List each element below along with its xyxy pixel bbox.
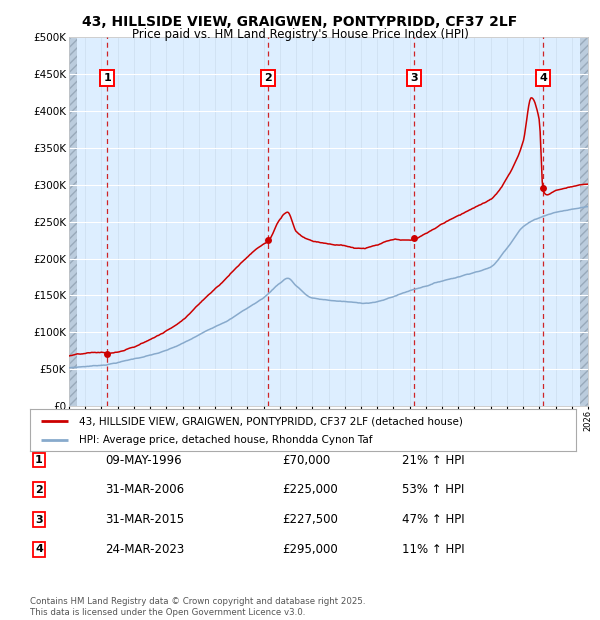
Text: Contains HM Land Registry data © Crown copyright and database right 2025.
This d: Contains HM Land Registry data © Crown c… bbox=[30, 598, 365, 617]
Text: 43, HILLSIDE VIEW, GRAIGWEN, PONTYPRIDD, CF37 2LF: 43, HILLSIDE VIEW, GRAIGWEN, PONTYPRIDD,… bbox=[82, 16, 518, 30]
Text: HPI: Average price, detached house, Rhondda Cynon Taf: HPI: Average price, detached house, Rhon… bbox=[79, 435, 373, 445]
Text: £295,000: £295,000 bbox=[282, 543, 338, 556]
Text: 43, HILLSIDE VIEW, GRAIGWEN, PONTYPRIDD, CF37 2LF (detached house): 43, HILLSIDE VIEW, GRAIGWEN, PONTYPRIDD,… bbox=[79, 416, 463, 426]
Text: 1: 1 bbox=[35, 455, 43, 465]
Text: 09-MAY-1996: 09-MAY-1996 bbox=[105, 454, 182, 466]
Text: 4: 4 bbox=[539, 73, 547, 83]
Text: 31-MAR-2015: 31-MAR-2015 bbox=[105, 513, 184, 526]
Text: 21% ↑ HPI: 21% ↑ HPI bbox=[402, 454, 464, 466]
Text: £225,000: £225,000 bbox=[282, 484, 338, 496]
Text: 53% ↑ HPI: 53% ↑ HPI bbox=[402, 484, 464, 496]
Text: 3: 3 bbox=[410, 73, 418, 83]
Text: 2: 2 bbox=[264, 73, 272, 83]
Text: 47% ↑ HPI: 47% ↑ HPI bbox=[402, 513, 464, 526]
Text: 3: 3 bbox=[35, 515, 43, 525]
Text: 11% ↑ HPI: 11% ↑ HPI bbox=[402, 543, 464, 556]
Text: 31-MAR-2006: 31-MAR-2006 bbox=[105, 484, 184, 496]
Text: 4: 4 bbox=[35, 544, 43, 554]
Text: 1: 1 bbox=[103, 73, 111, 83]
Text: £227,500: £227,500 bbox=[282, 513, 338, 526]
Text: 2: 2 bbox=[35, 485, 43, 495]
Text: 24-MAR-2023: 24-MAR-2023 bbox=[105, 543, 184, 556]
Text: £70,000: £70,000 bbox=[282, 454, 330, 466]
Text: Price paid vs. HM Land Registry's House Price Index (HPI): Price paid vs. HM Land Registry's House … bbox=[131, 28, 469, 41]
